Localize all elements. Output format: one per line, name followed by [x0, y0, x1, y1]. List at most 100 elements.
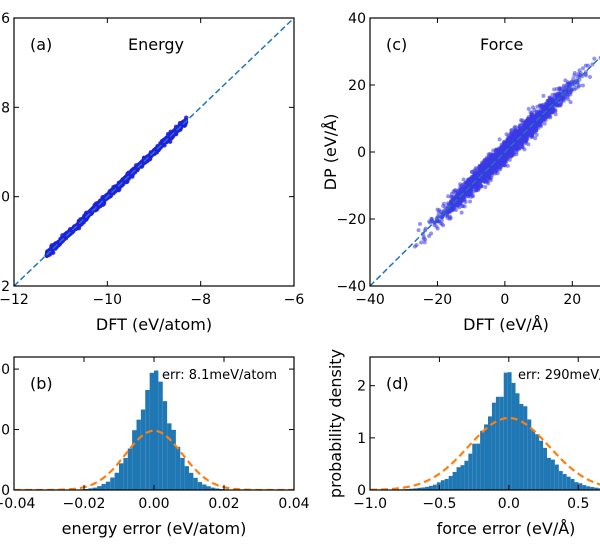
scatter-point — [532, 107, 537, 112]
histogram-bar — [586, 486, 591, 490]
x-tick-label: 0.5 — [567, 496, 589, 512]
histogram-bar — [491, 402, 496, 490]
histogram-bar — [444, 478, 449, 490]
y-tick-label: −20 — [336, 212, 366, 228]
scatter-point — [516, 132, 521, 137]
scatter-point — [568, 100, 573, 105]
x-tick-label: 0.02 — [208, 496, 239, 512]
scatter-point — [544, 106, 549, 111]
histogram-bar — [132, 430, 137, 490]
histogram-bar — [123, 458, 128, 490]
scatter-point — [481, 166, 486, 170]
x-axis-label-a: DFT (eV/atom) — [96, 315, 212, 334]
scatter-point — [553, 92, 558, 97]
histogram-bar — [105, 481, 111, 490]
scatter-point — [532, 115, 537, 120]
y-tick-label: 2 — [357, 379, 366, 395]
scatter-point — [448, 208, 453, 213]
histogram-bar — [184, 466, 190, 490]
scatter-point — [496, 149, 501, 154]
histogram-bar — [193, 477, 198, 490]
scatter-point — [468, 186, 473, 191]
y-tick-label: 10 — [0, 190, 10, 206]
scatter-point — [436, 219, 441, 224]
histogram-bar — [448, 476, 453, 490]
histogram-bar — [175, 446, 181, 490]
histogram-bar — [527, 419, 532, 490]
scatter-point — [478, 164, 483, 169]
scatter-point — [459, 210, 464, 215]
histogram-bar — [162, 401, 168, 490]
histogram-bar — [484, 424, 488, 490]
panel-label-a: (a) — [30, 35, 52, 54]
y-tick-label: 0 — [357, 483, 366, 499]
scatter-point — [496, 159, 501, 164]
scatter-point — [461, 177, 466, 182]
histogram-bar — [547, 457, 551, 490]
scatter-point — [527, 117, 532, 122]
scatter-point — [550, 108, 555, 113]
scatter-point — [523, 141, 528, 146]
scatter-point — [427, 234, 432, 239]
scatter-point — [583, 73, 588, 78]
x-tick-label: 0.00 — [138, 496, 169, 512]
y-tick-label: −8 — [0, 100, 10, 116]
scatter-point — [70, 230, 75, 235]
scatter-point — [504, 156, 509, 161]
histogram-bar — [519, 403, 524, 490]
scatter-point — [538, 119, 543, 124]
scatter-point — [558, 103, 563, 108]
scatter-point — [552, 87, 557, 92]
histogram-bar — [531, 429, 536, 490]
histogram-bar — [421, 487, 426, 490]
scatter-point — [587, 74, 592, 79]
scatter-point — [179, 121, 184, 126]
histogram-bar — [472, 443, 477, 490]
scatter-points-a — [44, 115, 189, 259]
histogram-bar — [409, 488, 414, 490]
scatter-point — [519, 129, 524, 134]
scatter-point — [515, 148, 520, 153]
histogram-bar — [464, 460, 469, 490]
histogram-bar — [436, 482, 441, 490]
y-tick-label: 100 — [0, 362, 10, 378]
x-tick-label: −40 — [355, 292, 385, 308]
scatter-point — [561, 83, 566, 88]
scatter-point — [533, 136, 538, 141]
scatter-point — [493, 167, 498, 172]
scatter-point — [460, 186, 465, 191]
scatter-point — [512, 143, 517, 148]
y-tick-label: 20 — [348, 78, 366, 94]
x-axis-label-c: DFT (eV/Å) — [463, 315, 549, 334]
scatter-point — [514, 152, 519, 157]
scatter-point — [540, 109, 545, 114]
histogram-bar — [550, 459, 555, 490]
histogram-bar — [598, 488, 600, 490]
scatter-point — [580, 66, 585, 71]
scatter-point — [534, 132, 539, 137]
histogram-bar — [594, 487, 599, 490]
scatter-point — [490, 153, 495, 158]
histogram-bar — [452, 471, 457, 490]
scatter-point — [488, 171, 493, 176]
histogram-bar — [523, 406, 528, 490]
histogram-bar — [171, 429, 176, 490]
histogram-bar — [197, 482, 203, 490]
scatter-point — [520, 118, 525, 123]
histogram-bar — [460, 465, 465, 490]
y-axis-label-c: DP (eV/Å) — [321, 114, 340, 191]
histogram-bar — [499, 396, 504, 490]
histogram-bar — [114, 472, 120, 490]
scatter-point — [538, 112, 543, 117]
histogram-bar — [202, 484, 207, 490]
scatter-point — [540, 104, 545, 109]
scatter-point — [457, 191, 462, 196]
scatter-point — [154, 148, 159, 154]
scatter-point — [524, 134, 529, 139]
panel-label-b: (b) — [30, 374, 53, 393]
scatter-point — [502, 160, 507, 165]
x-tick-label: −6 — [284, 292, 305, 308]
scatter-point — [475, 180, 480, 185]
scatter-point — [535, 104, 540, 109]
histogram-bar — [511, 382, 516, 490]
